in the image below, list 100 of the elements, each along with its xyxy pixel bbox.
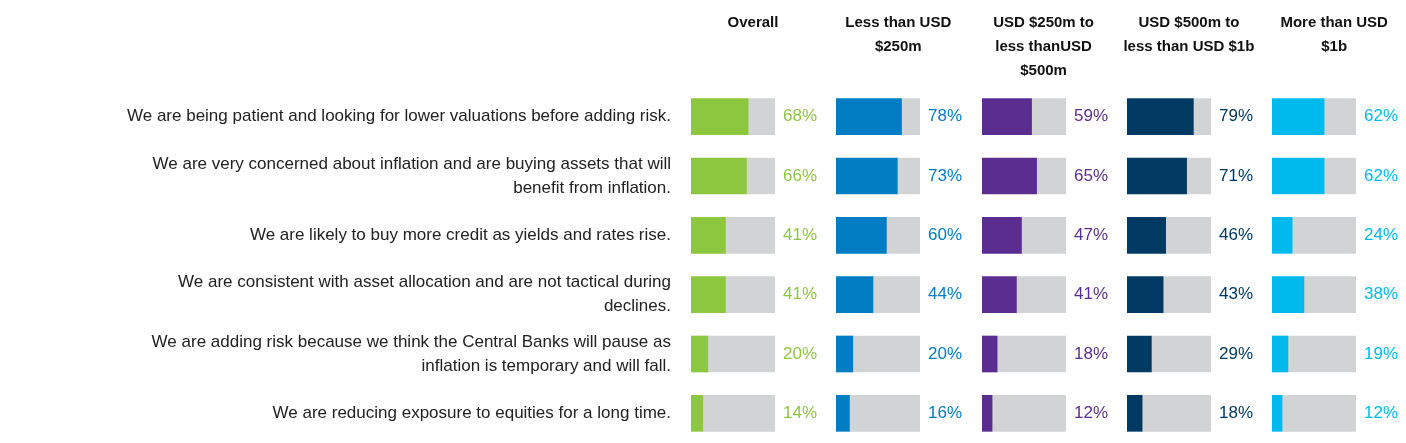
bar <box>746 157 775 195</box>
bar <box>1186 157 1211 195</box>
data-label: 12% <box>1073 403 1108 423</box>
bar <box>1126 217 1166 254</box>
y-tick-label: We are very concerned about inflation and are buying assets that will benefit from inflation. <box>152 153 671 197</box>
bar <box>981 98 1032 135</box>
bar <box>1165 217 1211 254</box>
chart-title: Overall <box>726 12 780 32</box>
bar <box>836 157 898 195</box>
bar <box>886 217 921 254</box>
bar <box>707 335 775 373</box>
bar <box>1126 395 1143 432</box>
data-label: 59% <box>1073 106 1108 126</box>
bar <box>1162 276 1211 313</box>
y-tick-label: We are being patient and looking for lower valuations before adding risk. <box>126 106 671 126</box>
bar <box>836 98 903 135</box>
data-label: 24% <box>1364 225 1399 245</box>
data-label: 73% <box>928 165 963 185</box>
bar <box>691 276 726 313</box>
bar <box>747 98 775 135</box>
bar <box>1192 98 1211 135</box>
data-label: 12% <box>1364 403 1399 423</box>
data-label: 62% <box>1364 165 1399 185</box>
chart-title: USD $500m to less than USD $1b <box>1122 12 1255 56</box>
bar <box>1292 217 1357 254</box>
data-label: 46% <box>1218 225 1253 245</box>
bar <box>836 217 888 254</box>
bar <box>1126 157 1187 195</box>
bar <box>981 395 992 432</box>
data-label: 16% <box>928 403 963 423</box>
bar <box>1272 395 1283 432</box>
bar <box>1323 98 1357 135</box>
bar <box>991 395 1066 432</box>
data-label: 20% <box>928 343 963 363</box>
bar <box>691 157 747 195</box>
bar <box>1272 217 1293 254</box>
data-label: 41% <box>783 284 818 304</box>
data-label: 79% <box>1218 106 1253 126</box>
data-label: 44% <box>928 284 963 304</box>
bar <box>1126 98 1194 135</box>
data-label: 62% <box>1364 106 1399 126</box>
bar <box>836 276 874 313</box>
y-tick-label: We are reducing exposure to equities for a long time. <box>272 403 671 423</box>
data-label: 18% <box>1218 403 1253 423</box>
data-label: 65% <box>1073 165 1108 185</box>
data-label: 78% <box>928 106 963 126</box>
bar <box>1281 395 1357 432</box>
bar <box>725 276 775 313</box>
bar <box>981 217 1022 254</box>
bar <box>691 217 726 254</box>
chart-title: Less than USD $250m <box>844 12 953 56</box>
data-label: 19% <box>1364 343 1399 363</box>
bar <box>852 335 921 373</box>
bar <box>1272 98 1325 135</box>
bar <box>981 335 998 373</box>
data-label: 38% <box>1364 284 1399 304</box>
chart-title: More than USD $1b <box>1279 12 1389 56</box>
bar <box>1015 276 1066 313</box>
bar <box>691 98 749 135</box>
bar <box>1323 157 1357 195</box>
data-label: 71% <box>1218 165 1253 185</box>
chart-title: USD $250m to less thanUSD $500m <box>992 12 1096 80</box>
data-label: 18% <box>1073 343 1108 363</box>
data-label: 20% <box>783 343 818 363</box>
bar <box>836 335 854 373</box>
y-tick-label: We are consistent with asset allocation and are not tactical during declines. <box>178 272 671 316</box>
bar <box>901 98 921 135</box>
bar <box>981 157 1037 195</box>
data-label: 68% <box>783 106 818 126</box>
y-tick-label: We are adding risk because we think the Central Banks will pause as inflation is temporary and will fall. <box>151 331 671 375</box>
bar <box>1150 335 1211 373</box>
bar <box>1303 276 1357 313</box>
data-label: 14% <box>783 403 818 423</box>
y-tick-label: We are likely to buy more credit as yields and rates rise. <box>249 225 671 245</box>
data-label: 60% <box>928 225 963 245</box>
bar <box>1020 217 1066 254</box>
data-label: 66% <box>783 165 818 185</box>
bar <box>872 276 921 313</box>
data-label: 41% <box>783 225 818 245</box>
bar <box>1287 335 1357 373</box>
bar <box>1126 335 1152 373</box>
bar <box>1141 395 1211 432</box>
bar <box>981 276 1017 313</box>
data-label: 43% <box>1218 284 1253 304</box>
bar <box>1272 157 1325 195</box>
bar <box>849 395 921 432</box>
data-label: 47% <box>1073 225 1108 245</box>
bar <box>725 217 775 254</box>
bar <box>1126 276 1164 313</box>
bar <box>1272 276 1305 313</box>
bar <box>691 335 709 373</box>
bar <box>691 395 704 432</box>
data-label: 41% <box>1073 284 1108 304</box>
bar <box>1272 335 1289 373</box>
bar <box>702 395 775 432</box>
bar <box>1030 98 1066 135</box>
bar <box>836 395 851 432</box>
bar <box>996 335 1066 373</box>
bar <box>1035 157 1066 195</box>
bar <box>897 157 921 195</box>
